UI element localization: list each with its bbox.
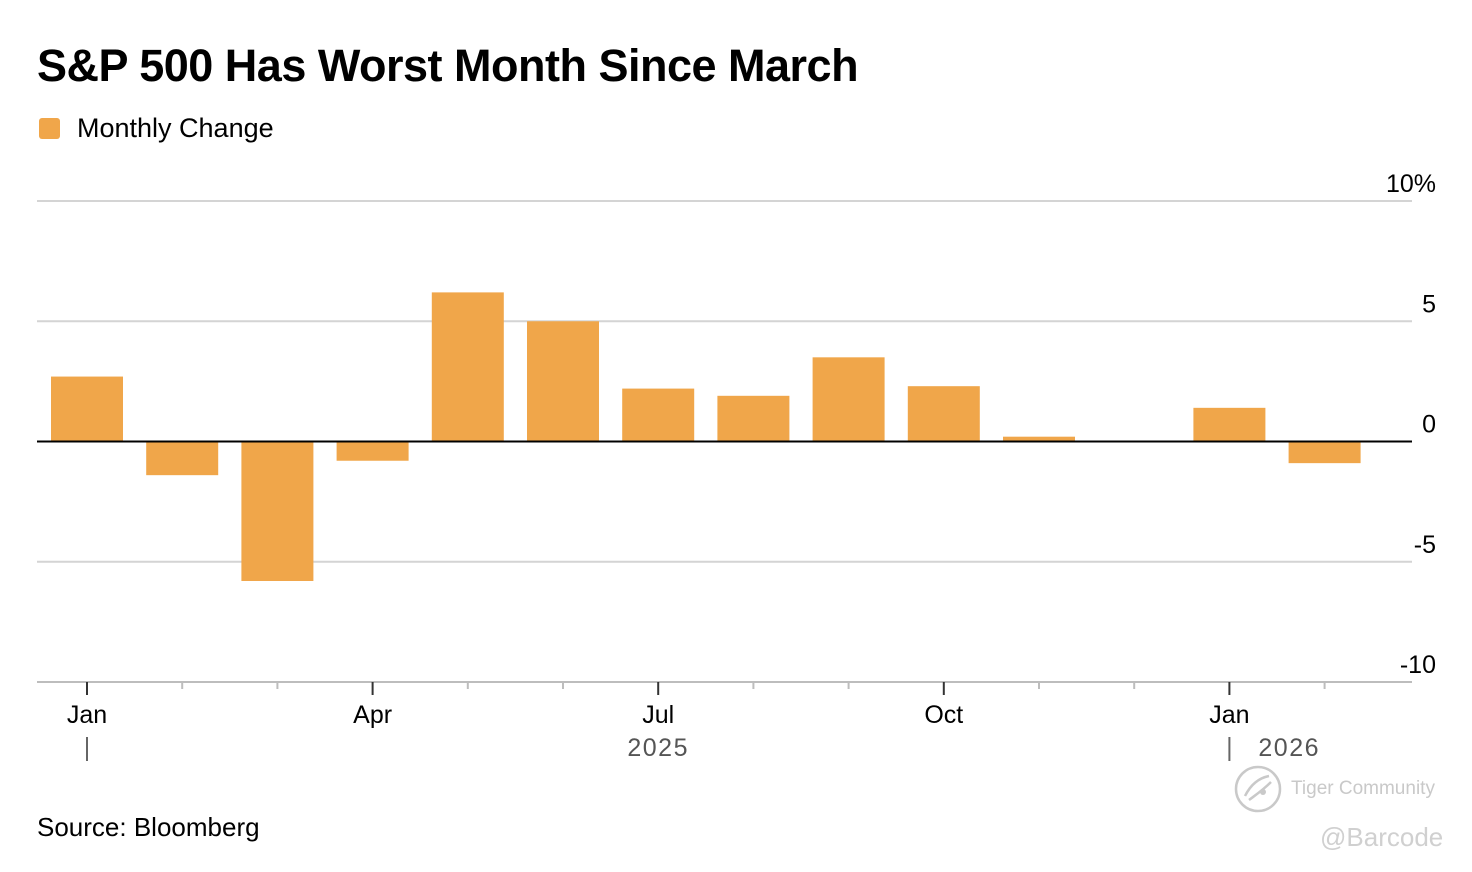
bar (241, 441, 314, 581)
bar (812, 357, 885, 442)
bar (622, 388, 695, 442)
bar (527, 321, 599, 442)
bar (1193, 407, 1266, 442)
chart-title: S&P 500 Has Worst Month Since March (37, 40, 859, 91)
watermark-handle: @Barcode (1320, 822, 1444, 852)
x-tick-label: Oct (924, 701, 963, 729)
bar (1003, 436, 1075, 442)
bars (51, 292, 1361, 581)
axis-labels: 10% 5 0 -5 -10 Jan Apr Jul Oct Jan 2025 2026 (67, 170, 1436, 762)
bar (336, 441, 409, 461)
tiger-logo-icon (1234, 765, 1282, 813)
legend: Monthly Change (39, 113, 274, 144)
legend-label: Monthly Change (77, 113, 274, 143)
year-label: 2025 (627, 734, 689, 762)
bar (51, 376, 123, 442)
bar (146, 441, 219, 476)
y-tick-label: -10 (1400, 651, 1436, 679)
bar (1288, 441, 1361, 464)
y-tick-label: 0 (1422, 411, 1436, 439)
source-note: Source: Bloomberg (37, 812, 260, 842)
y-tick-label: 5 (1422, 290, 1436, 318)
y-tick-label: -5 (1414, 531, 1436, 559)
x-tick-label: Jan (67, 701, 107, 729)
x-tick-label: Apr (353, 701, 392, 729)
bar (717, 395, 790, 442)
bar (431, 292, 504, 442)
x-tick-label: Jan (1209, 701, 1249, 729)
bar (907, 386, 980, 442)
year-label: 2026 (1258, 734, 1320, 762)
x-tick-label: Jul (642, 701, 674, 729)
legend-swatch (39, 118, 60, 139)
y-tick-label: 10% (1386, 170, 1436, 198)
watermark-community: Tiger Community (1233, 764, 1435, 814)
watermark-community-text: Tiger Community (1291, 778, 1435, 799)
axes (37, 440, 1412, 761)
